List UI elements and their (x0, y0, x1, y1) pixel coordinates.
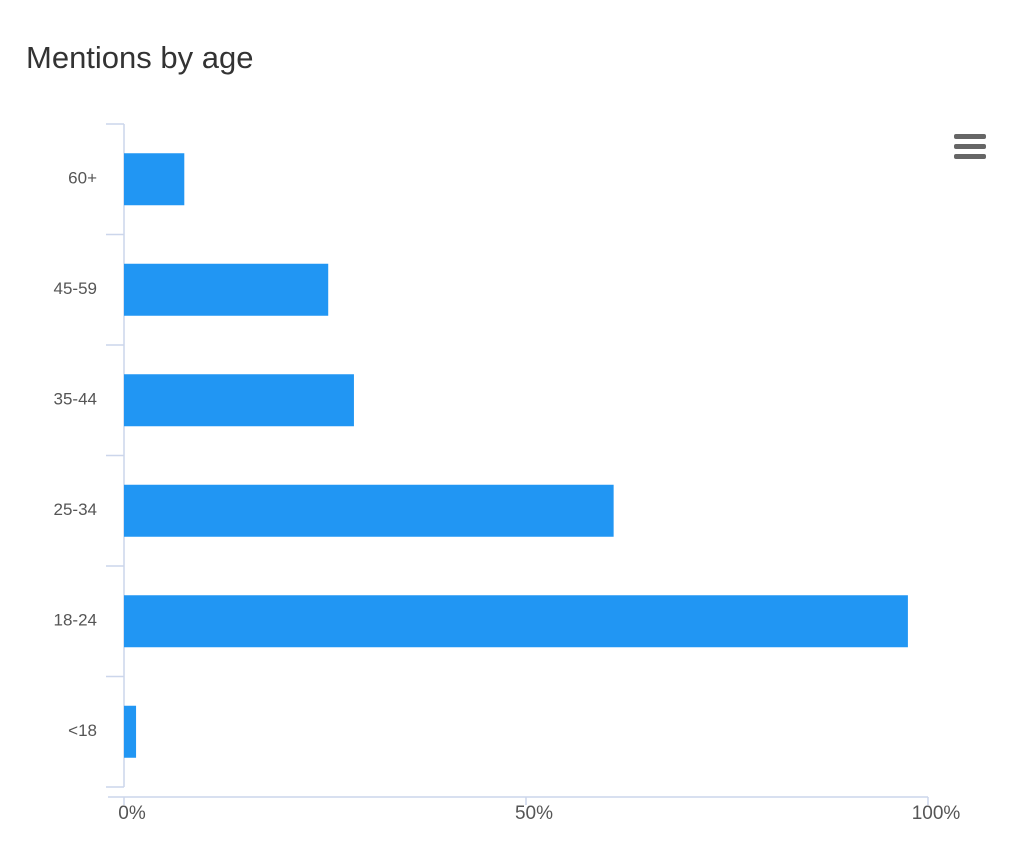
bar (124, 484, 614, 537)
y-tick-label: 35-44 (54, 390, 97, 409)
bar (124, 374, 354, 427)
bar (124, 595, 908, 648)
y-tick-label: <18 (68, 721, 97, 740)
bar (124, 705, 137, 758)
menu-button[interactable] (954, 134, 986, 159)
chart-title: Mentions by age (26, 40, 253, 75)
y-tick-label: 60+ (68, 169, 97, 188)
menu-icon-line (954, 144, 986, 149)
menu-icon-line (954, 154, 986, 159)
bar (124, 263, 329, 316)
y-tick-label: 18-24 (54, 611, 97, 630)
x-tick-label: 50% (515, 803, 553, 824)
x-tick-label: 0% (118, 803, 146, 824)
y-tick-label: 45-59 (54, 279, 97, 298)
y-tick-label: 25-34 (54, 500, 97, 519)
x-tick-label: 100% (912, 803, 961, 824)
menu-icon-line (954, 134, 986, 139)
bar (124, 153, 185, 206)
